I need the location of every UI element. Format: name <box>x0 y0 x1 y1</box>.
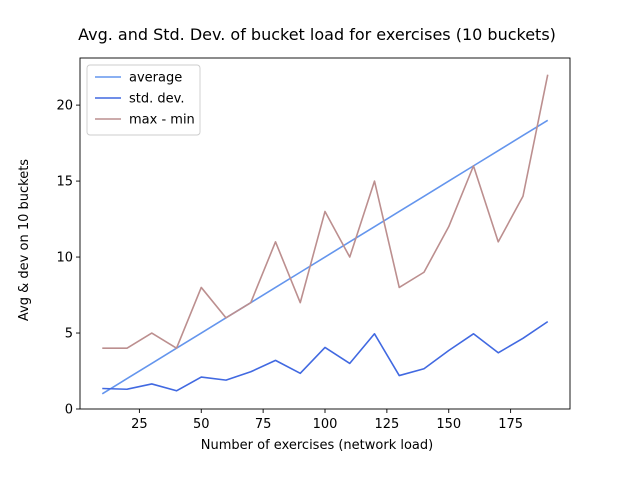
y-axis-label: Avg & dev on 10 buckets <box>17 159 32 321</box>
x-axis-label: Number of exercises (network load) <box>201 438 433 453</box>
legend-box <box>86 64 201 136</box>
series-line-2 <box>102 74 549 350</box>
plot-area: 25 50 75 100 125 150 175 0 5 10 15 20 <box>56 57 571 432</box>
x-tick-label: 75 <box>255 417 272 432</box>
legend-label-2: max - min <box>129 113 195 128</box>
chart-title: Avg. and Std. Dev. of bucket load for ex… <box>78 25 556 44</box>
legend-label-0: average <box>129 71 182 86</box>
y-tick-label: 20 <box>56 99 73 114</box>
x-tick-label: 25 <box>131 417 148 432</box>
x-tick-label: 100 <box>313 417 338 432</box>
y-tick-label: 5 <box>65 327 73 342</box>
y-tick-label: 0 <box>65 403 73 418</box>
series-line-1 <box>102 320 549 392</box>
y-tick-label: 15 <box>56 175 73 190</box>
x-tick-label: 175 <box>498 417 523 432</box>
y-tick-label: 10 <box>56 251 73 266</box>
legend: average std. dev. max - min <box>86 64 201 136</box>
x-tick-label: 50 <box>193 417 210 432</box>
x-tick-label: 150 <box>436 417 461 432</box>
x-tick-label: 125 <box>374 417 399 432</box>
legend-label-1: std. dev. <box>129 92 184 107</box>
